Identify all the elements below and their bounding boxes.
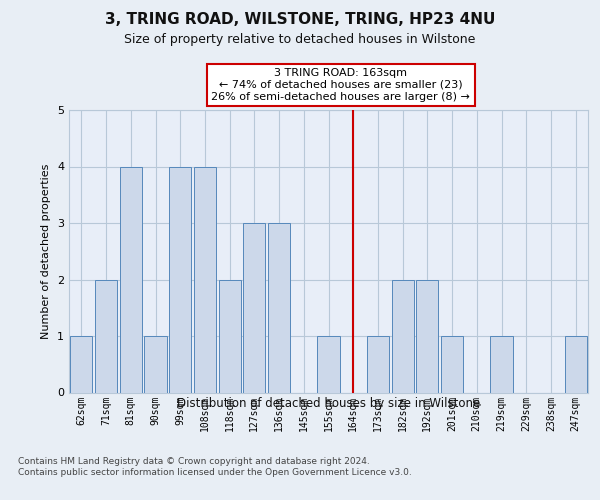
- Bar: [95, 280, 117, 392]
- Bar: [441, 336, 463, 392]
- Bar: [416, 280, 439, 392]
- Bar: [145, 336, 167, 392]
- Text: 3, TRING ROAD, WILSTONE, TRING, HP23 4NU: 3, TRING ROAD, WILSTONE, TRING, HP23 4NU: [105, 12, 495, 28]
- Bar: [268, 223, 290, 392]
- Text: 3 TRING ROAD: 163sqm
← 74% of detached houses are smaller (23)
26% of semi-detac: 3 TRING ROAD: 163sqm ← 74% of detached h…: [211, 68, 470, 102]
- Bar: [243, 223, 265, 392]
- Bar: [218, 280, 241, 392]
- Text: Distribution of detached houses by size in Wilstone: Distribution of detached houses by size …: [177, 398, 481, 410]
- Bar: [194, 166, 216, 392]
- Bar: [119, 166, 142, 392]
- Text: Contains HM Land Registry data © Crown copyright and database right 2024.
Contai: Contains HM Land Registry data © Crown c…: [18, 458, 412, 477]
- Bar: [169, 166, 191, 392]
- Y-axis label: Number of detached properties: Number of detached properties: [41, 164, 52, 339]
- Bar: [392, 280, 414, 392]
- Bar: [317, 336, 340, 392]
- Bar: [565, 336, 587, 392]
- Bar: [70, 336, 92, 392]
- Bar: [490, 336, 512, 392]
- Bar: [367, 336, 389, 392]
- Text: Size of property relative to detached houses in Wilstone: Size of property relative to detached ho…: [124, 34, 476, 46]
